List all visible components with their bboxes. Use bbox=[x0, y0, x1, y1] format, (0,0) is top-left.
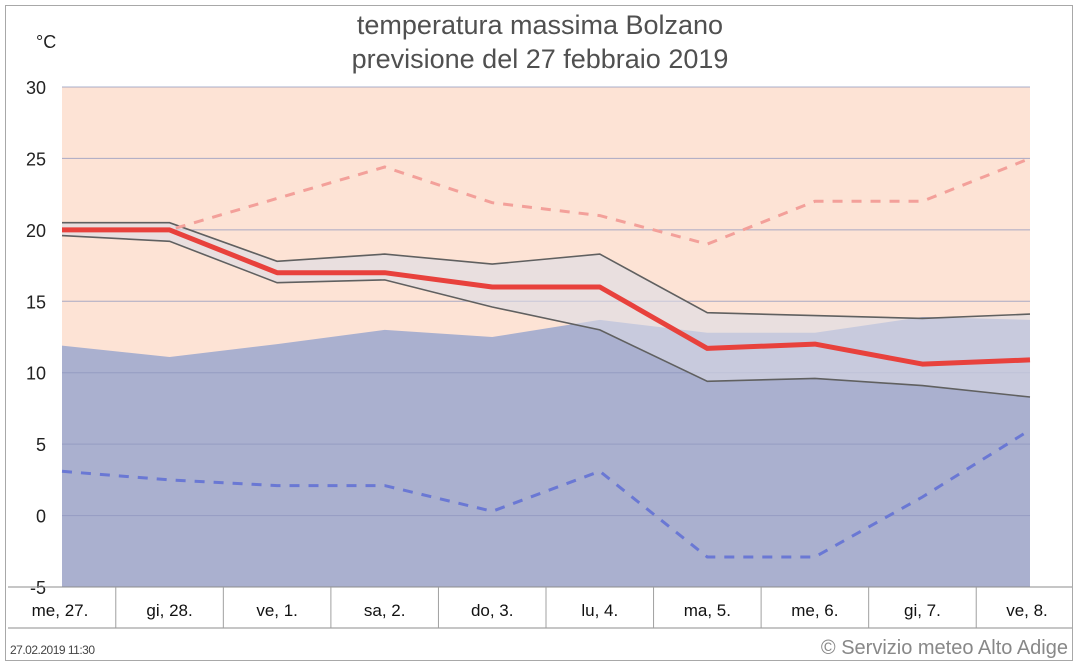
y-tick-label: 20 bbox=[26, 221, 46, 241]
x-tick-label: ve, 1. bbox=[256, 601, 298, 620]
axes: 30 25 20 15 10 5 0 -5 me, 27. gi, 28. ve, 1. sa, 2.… bbox=[8, 78, 1072, 629]
uncertainty-band bbox=[62, 222, 1030, 397]
y-tick-label: -5 bbox=[30, 578, 46, 598]
timestamp: 27.02.2019 11:30 bbox=[10, 643, 95, 657]
series-layer bbox=[61, 157, 1031, 559]
series-record-max bbox=[62, 157, 1031, 246]
x-tick-label: gi, 28. bbox=[146, 601, 192, 620]
background-bands bbox=[62, 87, 1030, 587]
x-tick-label: ma, 5. bbox=[684, 601, 731, 620]
series-forecast bbox=[62, 227, 1031, 367]
y-tick-label: 15 bbox=[26, 292, 46, 312]
x-tick-label: ve, 8. bbox=[1006, 601, 1048, 620]
climatology-area bbox=[62, 317, 1030, 587]
x-tick-label: lu, 4. bbox=[581, 601, 618, 620]
chart-subtitle: previsione del 27 febbraio 2019 bbox=[351, 44, 729, 74]
y-tick-label: 5 bbox=[36, 435, 46, 455]
y-tick-label: 10 bbox=[26, 364, 46, 384]
y-tick-label: 0 bbox=[36, 507, 46, 527]
series-record-min bbox=[61, 428, 1031, 559]
x-tick-label: do, 3. bbox=[471, 601, 514, 620]
x-tick-label: sa, 2. bbox=[364, 601, 406, 620]
x-tick-label: gi, 7. bbox=[904, 601, 941, 620]
x-tick-label: me, 6. bbox=[791, 601, 838, 620]
y-tick-label: 30 bbox=[26, 78, 46, 98]
x-tick-label: me, 27. bbox=[32, 601, 89, 620]
series-range-upper bbox=[62, 221, 1031, 320]
chart-title: temperatura massima Bolzano bbox=[356, 10, 724, 40]
y-tick-label: 25 bbox=[26, 149, 46, 169]
credit: © Servizio meteo Alto Adige bbox=[820, 637, 1068, 659]
series-range-lower bbox=[61, 234, 1031, 398]
y-axis-unit: °C bbox=[36, 32, 57, 52]
